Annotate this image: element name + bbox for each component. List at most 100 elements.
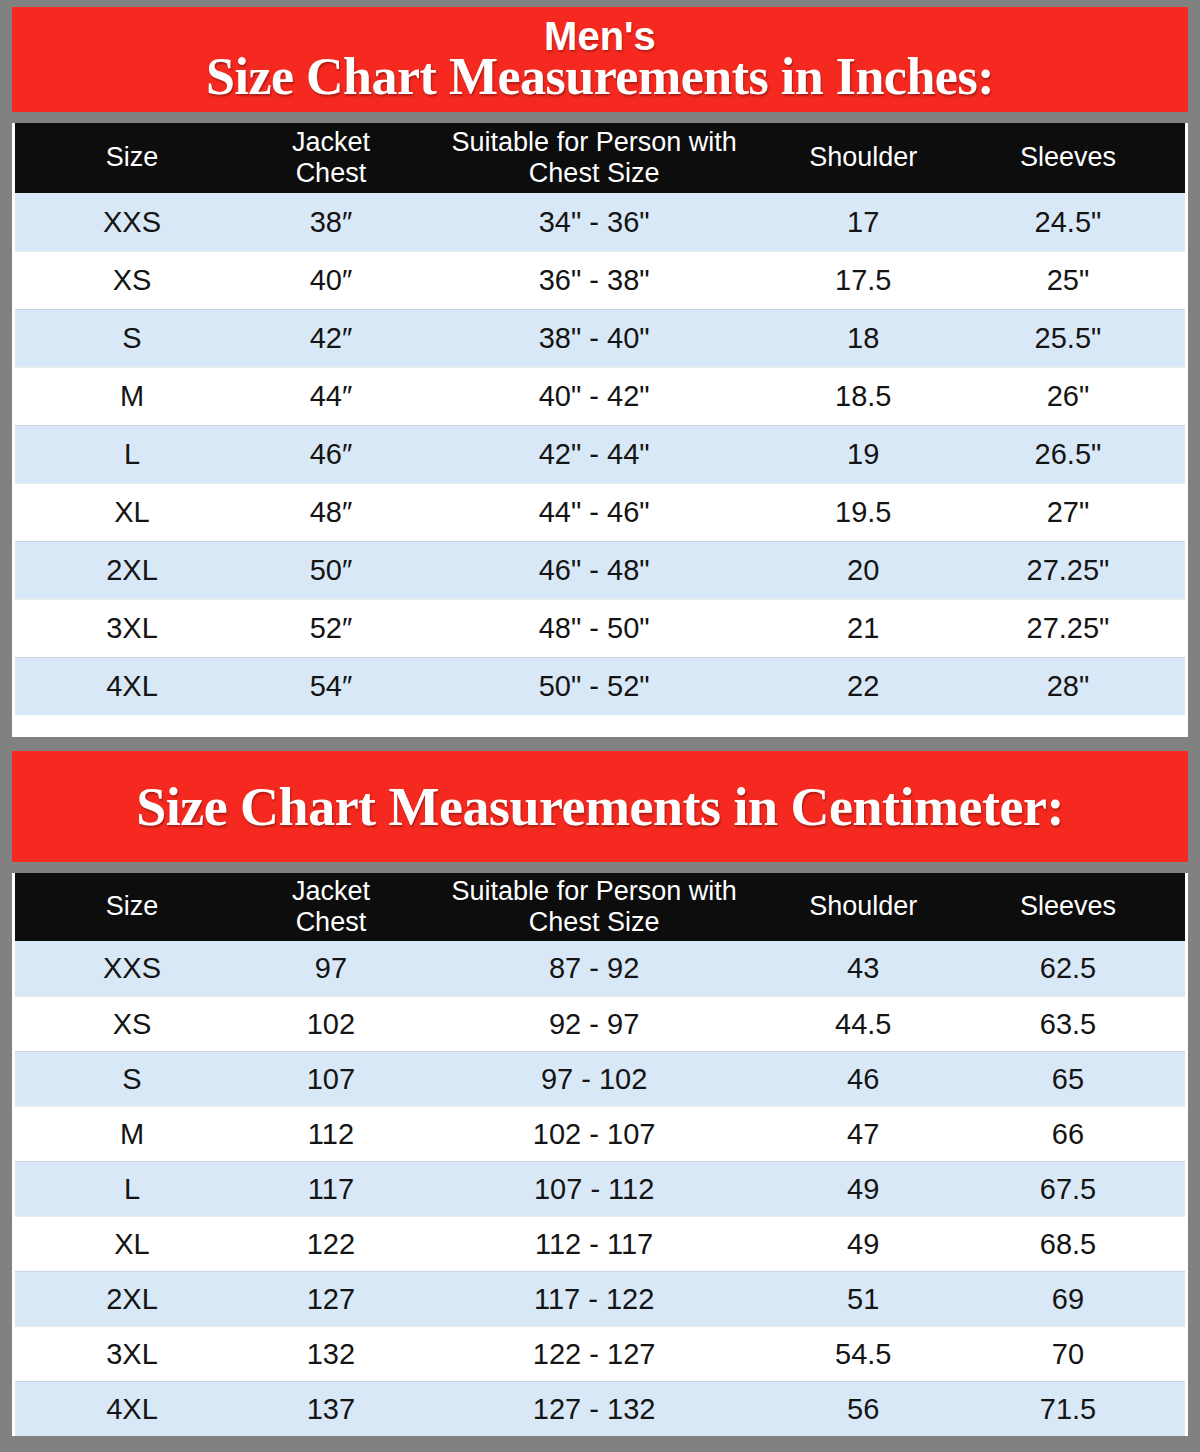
- cell-size: L: [15, 438, 249, 471]
- cell-size: XS: [15, 264, 249, 297]
- cell-chest-range: 44" - 46": [413, 496, 776, 529]
- table-row: L 117 107 - 112 49 67.5: [15, 1161, 1185, 1216]
- cell-jacket-chest: 50″: [249, 554, 413, 587]
- cell-shoulder: 56: [775, 1393, 951, 1426]
- divider: [12, 862, 1188, 873]
- cell-jacket-chest: 117: [249, 1173, 413, 1206]
- cell-size: XL: [15, 496, 249, 529]
- column-header-jacket-chest: Jacket Chest: [249, 876, 413, 938]
- cell-shoulder: 46: [775, 1063, 951, 1096]
- cell-sleeves: 69: [951, 1283, 1185, 1316]
- cell-shoulder: 18: [775, 322, 951, 355]
- cell-chest-range: 92 - 97: [413, 1008, 776, 1041]
- table-row: XS 40″ 36" - 38" 17.5 25": [15, 251, 1185, 309]
- cell-jacket-chest: 38″: [249, 206, 413, 239]
- table-row: 4XL 54″ 50" - 52" 22 28": [15, 657, 1185, 715]
- column-header-shoulder: Shoulder: [775, 891, 951, 922]
- cell-sleeves: 63.5: [951, 1008, 1185, 1041]
- cell-jacket-chest: 97: [249, 952, 413, 985]
- column-header-size: Size: [15, 891, 249, 922]
- table-row: 3XL 52″ 48" - 50" 21 27.25": [15, 599, 1185, 657]
- table-row: S 42″ 38" - 40" 18 25.5": [15, 309, 1185, 367]
- cell-sleeves: 62.5: [951, 952, 1185, 985]
- cell-jacket-chest: 48″: [249, 496, 413, 529]
- cell-jacket-chest: 40″: [249, 264, 413, 297]
- column-header-jacket-chest: Jacket Chest: [249, 127, 413, 189]
- cell-shoulder: 19.5: [775, 496, 951, 529]
- cell-sleeves: 70: [951, 1338, 1185, 1371]
- cell-shoulder: 54.5: [775, 1338, 951, 1371]
- divider: [12, 737, 1188, 751]
- cell-chest-range: 107 - 112: [413, 1173, 776, 1206]
- cell-sleeves: 28": [951, 670, 1185, 703]
- table-row: 2XL 127 117 - 122 51 69: [15, 1271, 1185, 1326]
- size-chart-page: Men's Size Chart Measurements in Inches:…: [0, 0, 1200, 1452]
- centimeter-banner-title: Size Chart Measurements in Centimeter:: [136, 780, 1064, 834]
- table-row: XL 122 112 - 117 49 68.5: [15, 1216, 1185, 1271]
- centimeter-table-body: XXS 97 87 - 92 43 62.5 XS 102 92 - 97 44…: [15, 941, 1185, 1436]
- table-row: XS 102 92 - 97 44.5 63.5: [15, 996, 1185, 1051]
- cell-chest-range: 112 - 117: [413, 1228, 776, 1261]
- cell-size: M: [15, 380, 249, 413]
- cell-chest-range: 36" - 38": [413, 264, 776, 297]
- cell-size: XXS: [15, 952, 249, 985]
- cell-sleeves: 67.5: [951, 1173, 1185, 1206]
- column-header-sleeves: Sleeves: [951, 142, 1185, 173]
- table-row: L 46″ 42" - 44" 19 26.5": [15, 425, 1185, 483]
- centimeter-table-header-row: Size Jacket Chest Suitable for Person wi…: [15, 873, 1185, 941]
- column-header-size: Size: [15, 142, 249, 173]
- cell-jacket-chest: 107: [249, 1063, 413, 1096]
- cell-chest-range: 42" - 44": [413, 438, 776, 471]
- cell-size: XS: [15, 1008, 249, 1041]
- cell-shoulder: 19: [775, 438, 951, 471]
- column-header-chest-range: Suitable for Person with Chest Size: [413, 876, 776, 938]
- cell-size: XL: [15, 1228, 249, 1261]
- centimeter-size-table: Size Jacket Chest Suitable for Person wi…: [12, 873, 1188, 1436]
- cell-sleeves: 27.25": [951, 612, 1185, 645]
- cell-shoulder: 17: [775, 206, 951, 239]
- cell-jacket-chest: 137: [249, 1393, 413, 1426]
- table-row: 3XL 132 122 - 127 54.5 70: [15, 1326, 1185, 1381]
- cell-size: 2XL: [15, 1283, 249, 1316]
- cell-chest-range: 48" - 50": [413, 612, 776, 645]
- cell-size: L: [15, 1173, 249, 1206]
- cell-sleeves: 68.5: [951, 1228, 1185, 1261]
- cell-size: 3XL: [15, 1338, 249, 1371]
- cell-jacket-chest: 46″: [249, 438, 413, 471]
- cell-sleeves: 26": [951, 380, 1185, 413]
- cell-sleeves: 66: [951, 1118, 1185, 1151]
- column-header-shoulder: Shoulder: [775, 142, 951, 173]
- cell-chest-range: 102 - 107: [413, 1118, 776, 1151]
- cell-jacket-chest: 132: [249, 1338, 413, 1371]
- table-row: M 112 102 - 107 47 66: [15, 1106, 1185, 1161]
- cell-jacket-chest: 102: [249, 1008, 413, 1041]
- cell-size: XXS: [15, 206, 249, 239]
- cell-chest-range: 34" - 36": [413, 206, 776, 239]
- inches-banner-title: Size Chart Measurements in Inches:: [206, 51, 994, 103]
- inches-table-body: XXS 38″ 34" - 36" 17 24.5" XS 40″ 36" - …: [15, 193, 1185, 715]
- cell-jacket-chest: 42″: [249, 322, 413, 355]
- cell-chest-range: 117 - 122: [413, 1283, 776, 1316]
- cell-size: 3XL: [15, 612, 249, 645]
- centimeter-banner: Size Chart Measurements in Centimeter:: [12, 751, 1188, 862]
- inches-banner: Men's Size Chart Measurements in Inches:: [12, 7, 1188, 112]
- cell-chest-range: 127 - 132: [413, 1393, 776, 1426]
- cell-chest-range: 122 - 127: [413, 1338, 776, 1371]
- cell-shoulder: 49: [775, 1173, 951, 1206]
- cell-shoulder: 49: [775, 1228, 951, 1261]
- cell-jacket-chest: 122: [249, 1228, 413, 1261]
- cell-size: S: [15, 322, 249, 355]
- cell-shoulder: 21: [775, 612, 951, 645]
- table-row: 2XL 50″ 46" - 48" 20 27.25": [15, 541, 1185, 599]
- cell-jacket-chest: 54″: [249, 670, 413, 703]
- table-row: XL 48″ 44" - 46" 19.5 27": [15, 483, 1185, 541]
- divider: [12, 112, 1188, 123]
- cell-sleeves: 65: [951, 1063, 1185, 1096]
- cell-shoulder: 22: [775, 670, 951, 703]
- cell-shoulder: 51: [775, 1283, 951, 1316]
- cell-jacket-chest: 44″: [249, 380, 413, 413]
- column-header-chest-range: Suitable for Person with Chest Size: [413, 127, 776, 189]
- table-row: S 107 97 - 102 46 65: [15, 1051, 1185, 1106]
- cell-size: 4XL: [15, 1393, 249, 1426]
- inches-size-table: Size Jacket Chest Suitable for Person wi…: [12, 123, 1188, 737]
